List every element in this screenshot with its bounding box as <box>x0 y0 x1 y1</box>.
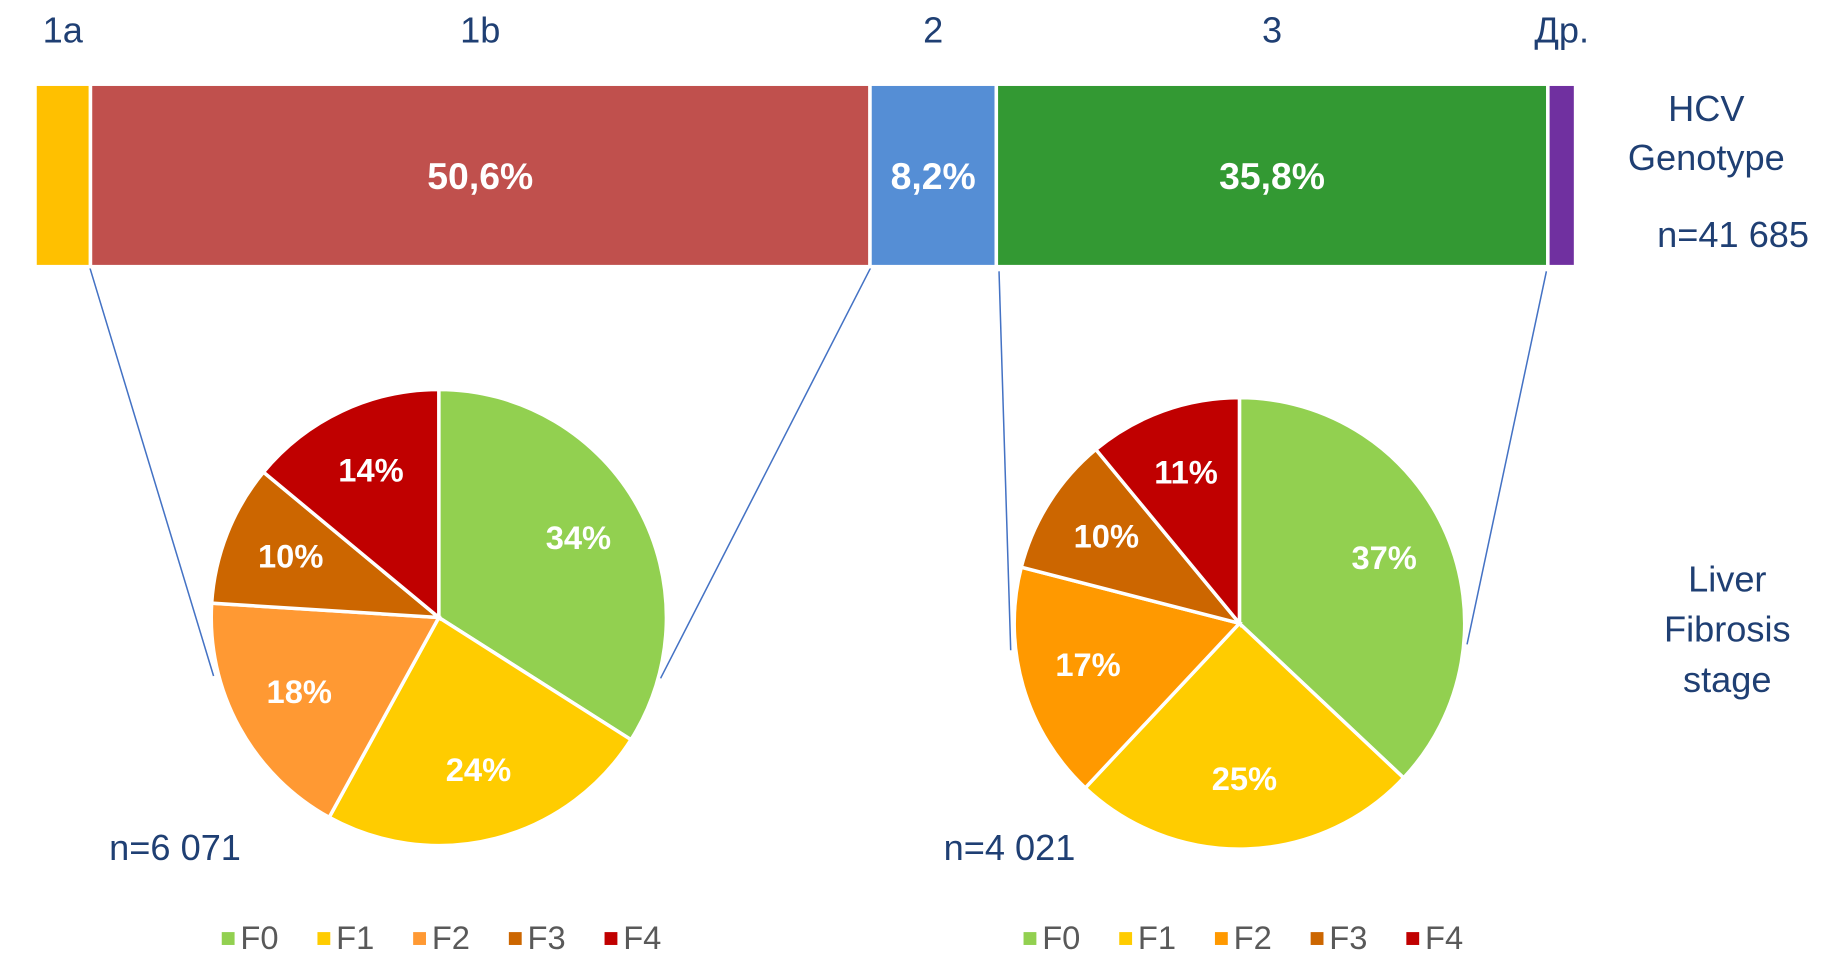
pie-slice <box>261 387 441 622</box>
legend-label: F1 <box>336 919 374 956</box>
category-label: 2 <box>923 9 943 50</box>
connector <box>1466 271 1548 645</box>
data-label: 34% <box>546 519 611 556</box>
legend-label: F1 <box>1138 919 1176 956</box>
data-label: 24% <box>446 751 511 788</box>
legend-swatch <box>221 932 235 945</box>
legend-swatch <box>508 932 522 945</box>
bar-segment <box>33 82 93 269</box>
bar-segment <box>88 82 872 269</box>
legend-label: F3 <box>1329 919 1367 956</box>
data-label: 35,8% <box>1219 155 1325 197</box>
data-label: 37% <box>1351 539 1416 576</box>
data-label: 18% <box>267 673 332 710</box>
data-label: 10% <box>1074 517 1139 554</box>
legend-swatch <box>413 932 426 945</box>
connectors <box>89 267 1548 679</box>
legend-label: F2 <box>1234 919 1272 956</box>
data-label: 50,6% <box>427 155 533 197</box>
annotation: n=6 071 <box>109 827 241 868</box>
data-label: 17% <box>1055 646 1120 683</box>
annotation: n=4 021 <box>944 827 1076 868</box>
legend-label: F4 <box>623 919 661 956</box>
category-label: 1b <box>460 9 500 50</box>
legend-swatch <box>1119 932 1133 945</box>
data-label: 10% <box>258 537 323 574</box>
legend-swatch <box>1214 932 1228 945</box>
legend-swatch <box>1310 932 1324 945</box>
pie-slice <box>1012 565 1243 791</box>
legend-swatch <box>317 932 331 945</box>
data-label: 14% <box>338 452 403 489</box>
legend-label: F4 <box>1425 919 1463 956</box>
row-label: Liver Fibrosis stage <box>1664 558 1791 700</box>
connector <box>659 267 872 679</box>
legend-swatch <box>1023 932 1037 945</box>
category-label: Др. <box>1534 9 1589 50</box>
legend-swatch <box>1406 932 1420 945</box>
legend-swatch <box>604 932 618 945</box>
pie-slice <box>209 601 442 820</box>
legend-label: F0 <box>1042 919 1080 956</box>
bar-segment <box>868 82 999 269</box>
data-label: 25% <box>1212 760 1277 797</box>
annotation: n=41 685 <box>1657 214 1809 255</box>
legend-label: F0 <box>240 919 278 956</box>
pie-slice <box>1093 395 1242 629</box>
pie-slice <box>326 615 634 848</box>
category-label: 3 <box>1262 9 1282 50</box>
bar-segment <box>994 82 1550 269</box>
pie-slice <box>1237 395 1467 781</box>
pie-slice <box>1019 446 1245 627</box>
axis-label: HCV Genotype <box>1628 88 1785 178</box>
data-label: 11% <box>1154 453 1218 490</box>
data-label: 8,2% <box>891 155 976 197</box>
connector <box>998 271 1012 651</box>
pie-slice <box>209 469 445 620</box>
bar-segment <box>1546 82 1578 269</box>
pie-slice <box>1082 620 1407 851</box>
legend-label: F3 <box>528 919 566 956</box>
connector <box>89 267 215 677</box>
legend-label: F2 <box>432 919 470 956</box>
category-label: 1a <box>43 9 84 50</box>
